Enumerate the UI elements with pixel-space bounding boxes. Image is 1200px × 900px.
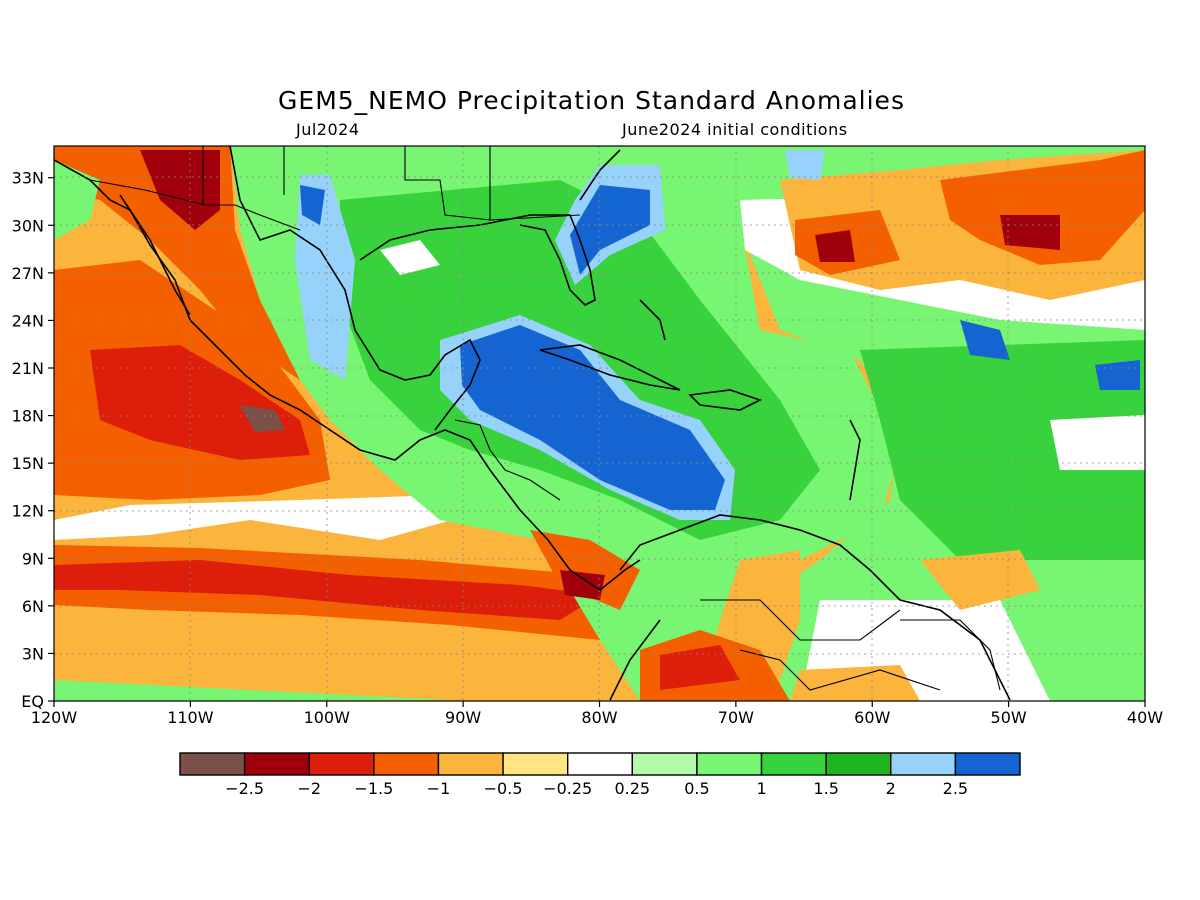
map-title: GEM5_NEMO Precipitation Standard Anomali…	[278, 86, 905, 115]
mexico-strong-dry	[140, 150, 220, 230]
colorbar-label: −1.5	[354, 779, 393, 798]
x-tick-label: 80W	[581, 708, 617, 727]
colorbar-label: −0.25	[543, 779, 592, 798]
pacific-wet-equator	[54, 680, 450, 701]
colorbar-label: 0.25	[614, 779, 650, 798]
florida-very-wet	[570, 185, 650, 275]
guianas-dry	[920, 550, 1040, 610]
y-tick-label: 12N	[12, 502, 44, 521]
y-tick-label: 3N	[22, 644, 44, 663]
pacific-neutral-band	[54, 495, 470, 540]
amazon-dry	[790, 665, 920, 701]
gulf-neutral-patch	[380, 240, 440, 275]
colorbar-label: 2	[886, 779, 896, 798]
x-tick-label: 120W	[31, 708, 78, 727]
initial-conditions: June2024 initial conditions	[622, 120, 848, 139]
panama-strong-dry	[560, 570, 605, 600]
x-tick-label: 70W	[718, 708, 754, 727]
mexico-dry	[54, 146, 300, 380]
atlantic-very-wet-1	[960, 320, 1010, 360]
caribbean-very-wet	[460, 325, 725, 510]
colorbar-swatch	[243, 752, 310, 776]
colorbar-swatch	[308, 752, 375, 776]
atlantic-strong-dry-east	[1000, 215, 1060, 250]
colorbar-swatch	[954, 752, 1021, 776]
colorbar-swatch	[890, 752, 957, 776]
colorbar: −2.5 −2 −1.5 −1 −0.5 −0.25 0.25 0.5 1 1.5 2 2.5	[179, 752, 1021, 798]
atlantic-wet-north	[785, 150, 825, 180]
pacific-extreme-dry-north	[240, 405, 285, 432]
colorbar-label: −1	[427, 779, 451, 798]
atlantic-neutral-east	[1050, 415, 1145, 470]
y-tick-label: 6N	[22, 597, 44, 616]
mexico-highland-wet	[295, 175, 355, 380]
colorbar-label: −2.5	[225, 779, 264, 798]
colorbar-label: 2.5	[943, 779, 968, 798]
x-tick-label: 100W	[304, 708, 351, 727]
coastlines	[54, 146, 1011, 701]
colorbar-swatch	[825, 752, 892, 776]
y-tick-label: 24N	[12, 311, 44, 330]
atlantic-dry-east	[940, 150, 1145, 265]
colorbar-swatch	[566, 752, 634, 776]
forecast-month: Jul2024	[296, 120, 360, 139]
x-tick-label: 60W	[854, 708, 890, 727]
colorbar-label: 1	[756, 779, 766, 798]
y-tick-label: 21N	[12, 359, 44, 378]
colorbar-swatch	[631, 752, 698, 776]
x-tick-label: 110W	[167, 708, 214, 727]
atlantic-very-wet-2	[1095, 360, 1140, 390]
anomaly-field	[54, 146, 1145, 701]
y-tick-label: 27N	[12, 264, 44, 283]
x-tick-label: 40W	[1127, 708, 1163, 727]
grid-lines	[54, 146, 1145, 701]
y-tick-label: 15N	[12, 454, 44, 473]
colorbar-label: 0.5	[684, 779, 709, 798]
atlantic-strong-dry-west	[815, 230, 855, 262]
colorbar-label: −2	[297, 779, 321, 798]
andes-strong-dry	[660, 645, 740, 690]
country-borders	[89, 146, 1001, 691]
colorbar-swatch	[760, 752, 827, 776]
colorbar-swatch	[373, 752, 440, 776]
colorbar-swatch	[179, 752, 246, 776]
colorbar-swatch	[696, 752, 763, 776]
colorbar-swatch	[502, 752, 569, 776]
y-tick-label: 30N	[12, 216, 44, 235]
y-tick-label: 9N	[22, 549, 44, 568]
y-tick-label: EQ	[21, 692, 44, 711]
colorbar-label: −0.5	[484, 779, 523, 798]
x-tick-label: 50W	[991, 708, 1027, 727]
x-tick-label: 90W	[445, 708, 481, 727]
colorbar-swatch	[437, 752, 504, 776]
y-axis: EQ 3N 6N 9N 12N 15N 18N 21N 24N 27N 30N 33N	[12, 169, 54, 711]
mexico-highland-very-wet	[300, 185, 325, 225]
y-tick-label: 18N	[12, 407, 44, 426]
panama-dry	[530, 530, 640, 610]
colorbar-label: 1.5	[813, 779, 838, 798]
x-axis: 120W 110W 100W 90W 80W 70W 60W 50W 40W	[31, 701, 1163, 727]
atlantic-moderate-wet	[860, 340, 1145, 560]
y-tick-label: 33N	[12, 169, 44, 188]
